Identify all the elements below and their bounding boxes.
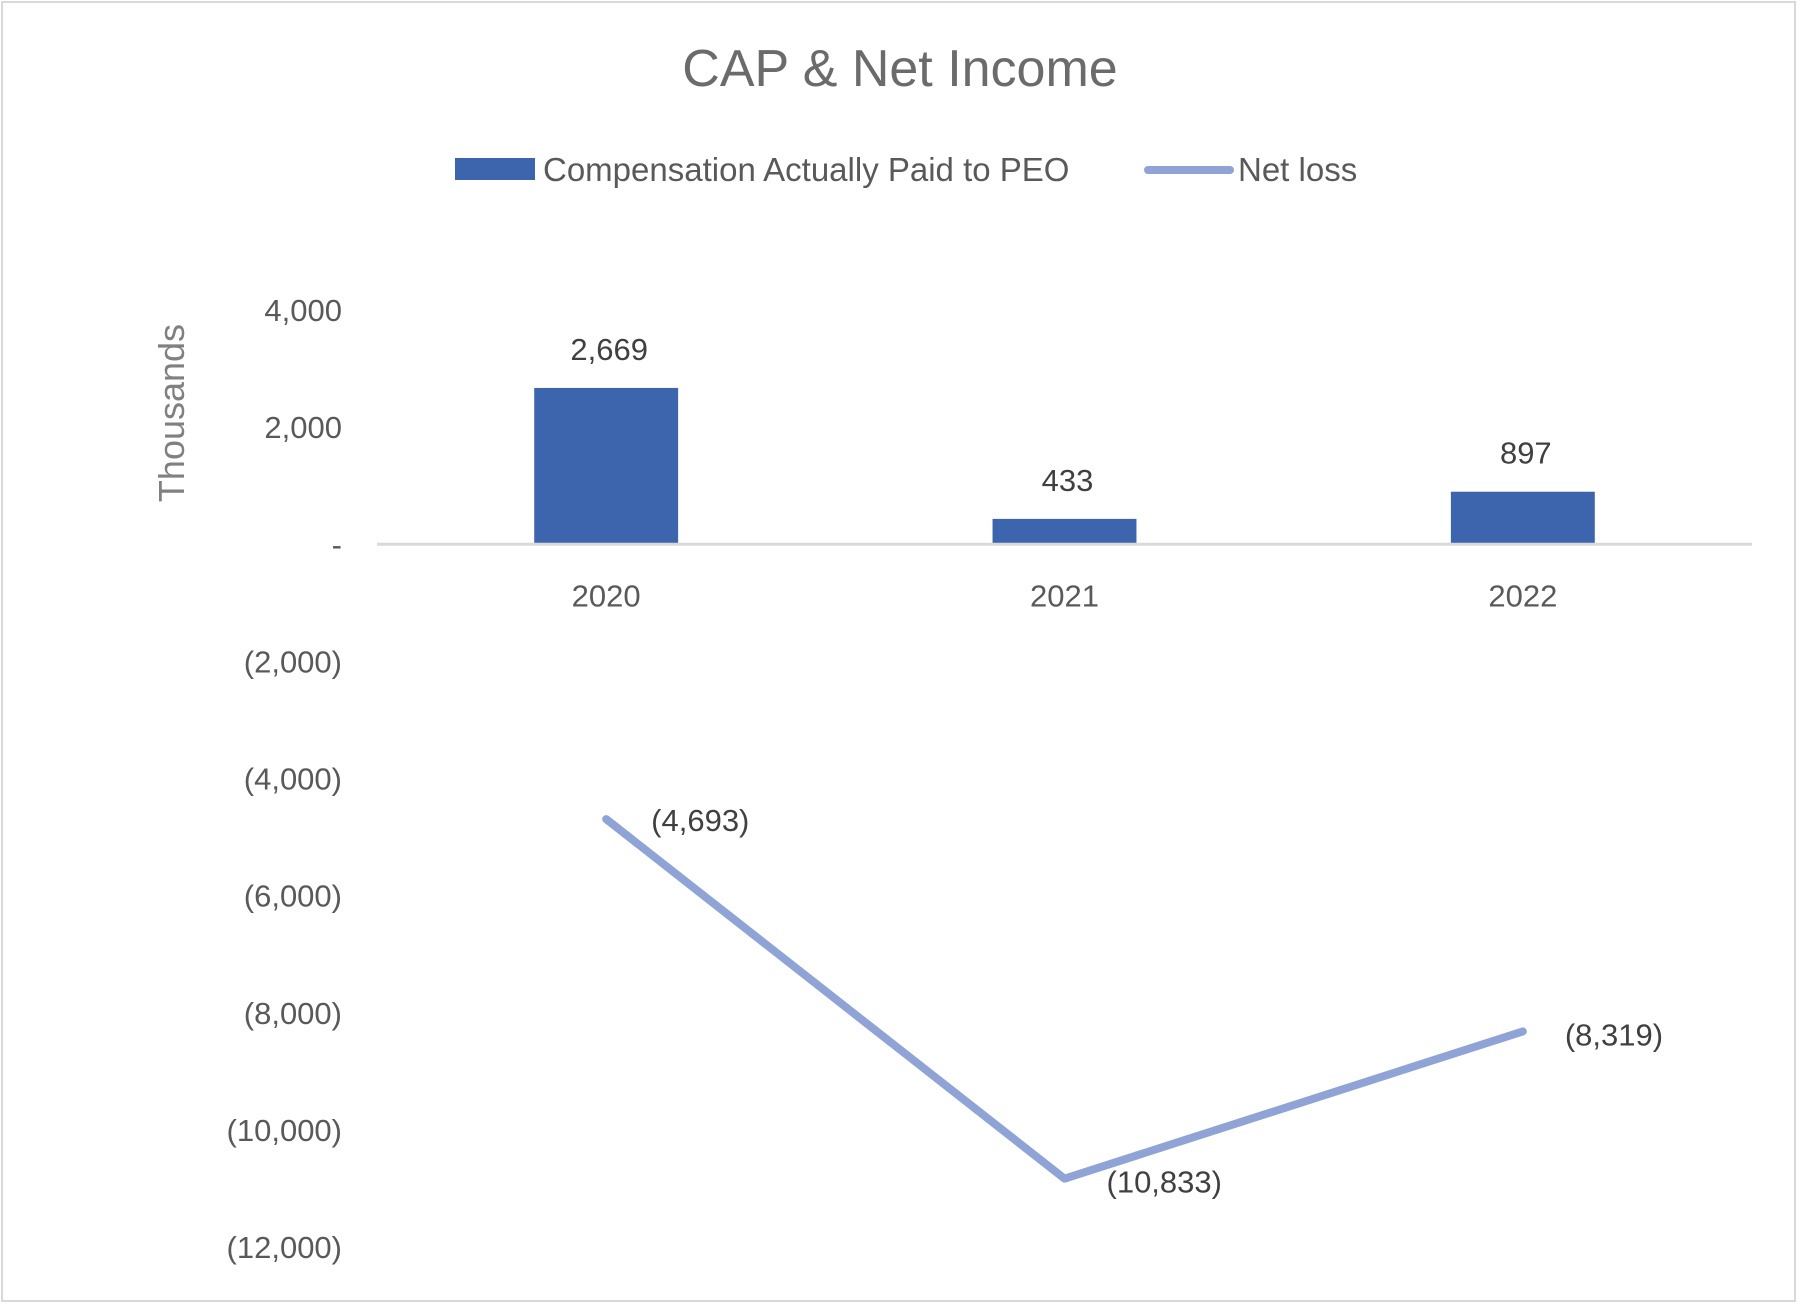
- y-tick-label: (12,000): [227, 1230, 342, 1265]
- bar-data-label: 897: [1500, 436, 1552, 471]
- x-axis-labels: 2020 2021 2022: [572, 578, 1558, 613]
- y-tick-label: (2,000): [244, 644, 342, 679]
- y-tick-label: -: [332, 527, 342, 562]
- bar-2021: [992, 518, 1137, 545]
- y-tick-label: 2,000: [264, 410, 342, 445]
- legend-swatch-cap: [455, 158, 535, 180]
- line-series: [602, 815, 1527, 1183]
- x-tick-label: 2020: [572, 578, 641, 613]
- bar-data-label: 2,669: [570, 332, 648, 367]
- net-loss-point-2022: [1519, 1028, 1526, 1035]
- y-axis-title: Thousands: [151, 324, 192, 502]
- chart-title: CAP & Net Income: [682, 40, 1117, 98]
- bar-series: [534, 387, 1595, 545]
- legend-label-cap: Compensation Actually Paid to PEO: [543, 151, 1069, 188]
- y-tick-label: 4,000: [264, 293, 342, 328]
- bar-2020: [534, 387, 679, 545]
- legend: Compensation Actually Paid to PEO Net lo…: [455, 151, 1357, 188]
- x-tick-label: 2021: [1030, 578, 1099, 613]
- net-loss-point-2020: [603, 816, 610, 823]
- y-axis-ticks: 4,000 2,000 - (2,000) (4,000) (6,000) (8,000) (…: [227, 293, 342, 1265]
- y-tick-label: (8,000): [244, 996, 342, 1031]
- line-data-label: (8,319): [1565, 1017, 1663, 1052]
- data-labels: 2,669 433 897 (4,693) (10,833) (8,319): [570, 332, 1663, 1200]
- net-loss-point-2021: [1061, 1175, 1068, 1182]
- net-loss-line: [602, 815, 1527, 1183]
- bar-2022: [1450, 491, 1595, 545]
- line-data-label: (10,833): [1107, 1165, 1222, 1200]
- y-tick-label: (4,000): [244, 762, 342, 797]
- y-tick-label: (10,000): [227, 1113, 342, 1148]
- legend-label-net-loss: Net loss: [1238, 151, 1357, 188]
- y-tick-label: (6,000): [244, 879, 342, 914]
- x-tick-label: 2022: [1488, 578, 1557, 613]
- bar-data-label: 433: [1042, 463, 1094, 498]
- line-data-label: (4,693): [651, 803, 749, 838]
